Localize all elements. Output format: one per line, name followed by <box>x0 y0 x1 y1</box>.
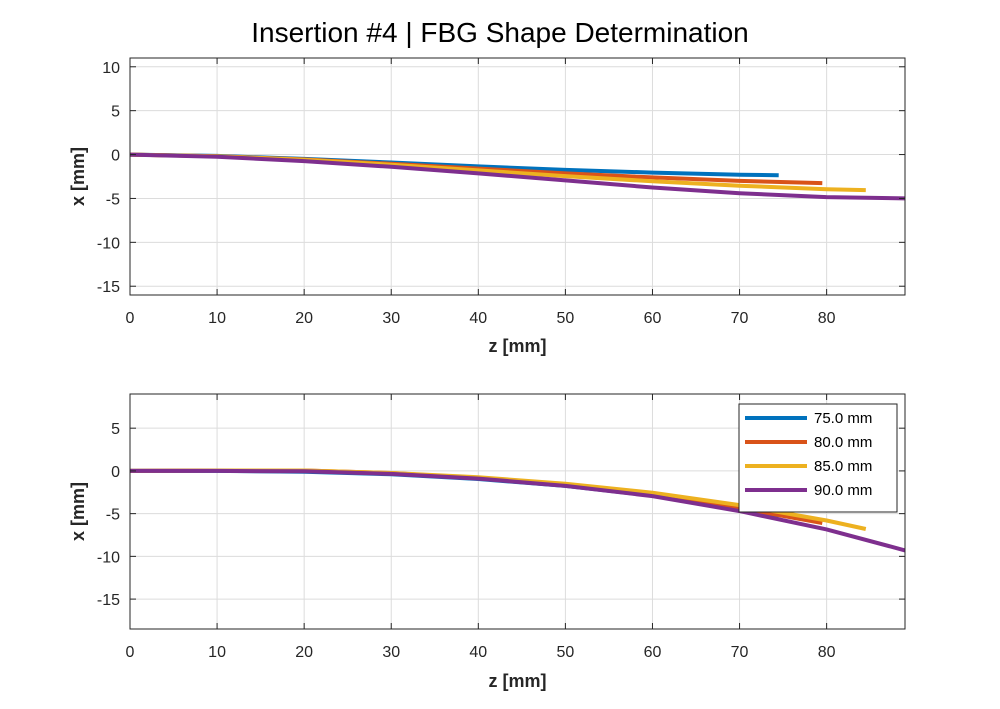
legend-label: 75.0 mm <box>814 410 872 427</box>
x-axis-label: z [mm] <box>489 671 547 691</box>
x-tick-label: 80 <box>818 644 836 661</box>
series-group <box>130 468 905 553</box>
y-axis-label: x [mm] <box>68 482 88 541</box>
x-tick-label: 30 <box>382 310 400 327</box>
x-tick-label: 60 <box>644 644 662 661</box>
legend-label: 80.0 mm <box>814 434 872 451</box>
y-tick-label: -5 <box>106 191 120 208</box>
y-tick-label: -10 <box>97 235 120 252</box>
x-tick-label: 60 <box>644 310 662 327</box>
x-tick-label: 10 <box>208 644 226 661</box>
series-line-90-0-mm <box>130 468 905 553</box>
legend-label: 85.0 mm <box>814 458 872 475</box>
x-tick-label: 80 <box>818 310 836 327</box>
y-tick-label: -5 <box>106 507 120 524</box>
figure-title: Insertion #4 | FBG Shape Determination <box>251 17 749 48</box>
axes-box <box>129 57 906 296</box>
x-axis-label: z [mm] <box>489 336 547 356</box>
y-tick-label: 10 <box>102 60 120 77</box>
y-tick-label: -15 <box>97 592 120 609</box>
legend: 75.0 mm 80.0 mm 85.0 mm 90.0 mm <box>738 403 898 513</box>
x-tick-label: 30 <box>382 644 400 661</box>
series-line-90-0-mm <box>130 152 905 201</box>
x-tick-label: 20 <box>295 310 313 327</box>
x-tick-label: 50 <box>556 310 574 327</box>
x-tick-label: 70 <box>731 644 749 661</box>
y-tick-label: -10 <box>97 549 120 566</box>
bottom-subplot: 0 10 20 30 40 50 60 70 80 -15 -10 -5 0 5 z [mm] x [mm] 7… <box>68 393 906 691</box>
legend-box <box>738 403 898 513</box>
legend-label: 90.0 mm <box>814 482 872 499</box>
x-tick-label: 40 <box>469 310 487 327</box>
x-tick-label: 70 <box>731 310 749 327</box>
axes-box <box>129 393 906 630</box>
x-tick-label: 10 <box>208 310 226 327</box>
y-tick-label: 5 <box>111 421 120 438</box>
x-tick-label: 0 <box>126 644 135 661</box>
y-axis-label: x [mm] <box>68 147 88 206</box>
y-tick-label: 0 <box>111 148 120 165</box>
y-tick-label: -15 <box>97 279 120 296</box>
y-tick-label: 0 <box>111 464 120 481</box>
x-tick-label: 50 <box>556 644 574 661</box>
x-tick-label: 0 <box>126 310 135 327</box>
top-subplot: 0 10 20 30 40 50 60 70 80 -15 -10 -5 0 5 10 z [mm] x [mm… <box>68 57 906 356</box>
series-group <box>130 152 905 201</box>
x-tick-label: 20 <box>295 644 313 661</box>
x-tick-label: 40 <box>469 644 487 661</box>
y-tick-label: 5 <box>111 104 120 121</box>
